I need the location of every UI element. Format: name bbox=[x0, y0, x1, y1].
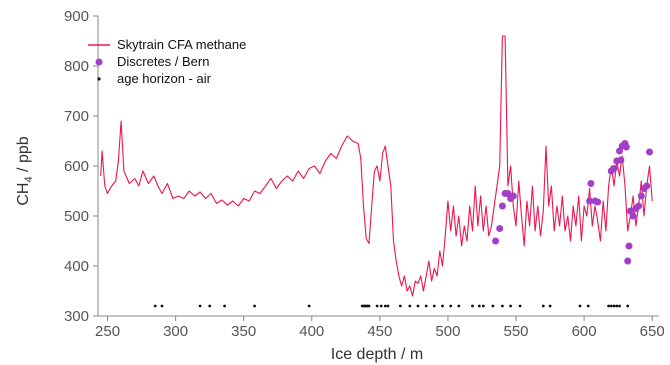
age-horizon-point bbox=[383, 304, 387, 308]
plot-area bbox=[100, 35, 653, 308]
legend-age-swatch bbox=[97, 77, 101, 81]
discrete-point bbox=[496, 225, 504, 232]
age-horizon-point bbox=[518, 304, 522, 308]
age-horizon-point bbox=[607, 304, 610, 308]
y-tick-label: 300 bbox=[64, 308, 89, 325]
age-horizon-point bbox=[548, 304, 552, 308]
age-horizon-point bbox=[208, 304, 212, 308]
age-horizon-point bbox=[386, 304, 390, 308]
age-horizon-point bbox=[618, 304, 621, 308]
discrete-point bbox=[594, 198, 602, 206]
discrete-point bbox=[617, 156, 625, 164]
legend-label-age: age horizon - air bbox=[117, 71, 212, 86]
age-horizon-point bbox=[612, 304, 616, 308]
age-horizon-point bbox=[367, 304, 371, 308]
age-horizon-point bbox=[609, 304, 613, 308]
age-horizon-point bbox=[441, 304, 444, 308]
age-horizon-point bbox=[153, 304, 157, 308]
x-tick-label: 600 bbox=[572, 323, 597, 340]
discrete-point bbox=[646, 148, 653, 156]
discrete-point bbox=[629, 212, 637, 220]
y-tick-label: 500 bbox=[64, 208, 89, 225]
age-horizon-point bbox=[586, 304, 590, 308]
age-horizon-point bbox=[626, 304, 630, 308]
discrete-point bbox=[587, 180, 595, 187]
discrete-point bbox=[498, 202, 506, 210]
cfa-methane-line bbox=[100, 35, 653, 297]
discrete-point bbox=[622, 143, 630, 151]
discrete-point bbox=[610, 165, 618, 172]
age-horizon-point bbox=[501, 304, 504, 308]
age-horizon-point bbox=[477, 304, 481, 308]
y-tick-label: 600 bbox=[64, 158, 89, 175]
discrete-point bbox=[637, 192, 645, 200]
age-horizon-point bbox=[471, 304, 474, 308]
discrete-point bbox=[643, 182, 651, 190]
discrete-point bbox=[492, 237, 500, 245]
tick-group: 250 300 350 400 450 500 550 600 650 300 400 500 600 7… bbox=[64, 8, 665, 340]
age-horizon-point bbox=[398, 304, 402, 308]
age-horizon-point bbox=[253, 304, 256, 308]
age-horizon-point bbox=[198, 304, 202, 308]
x-tick-label: 250 bbox=[95, 323, 120, 340]
y-axis-title-sub: 4 bbox=[23, 176, 35, 182]
discrete-point bbox=[586, 197, 594, 205]
x-tick-label: 450 bbox=[367, 323, 392, 340]
x-tick-label: 550 bbox=[504, 323, 529, 340]
age-horizon-point bbox=[160, 304, 164, 308]
y-tick-label: 800 bbox=[64, 58, 89, 75]
age-horizon-point bbox=[223, 304, 227, 308]
x-tick-label: 400 bbox=[299, 323, 324, 340]
age-horizon-point bbox=[408, 304, 412, 308]
y-tick-label: 400 bbox=[64, 258, 89, 275]
discrete-point bbox=[509, 192, 517, 200]
age-horizon-point bbox=[432, 304, 436, 308]
discrete-point bbox=[635, 202, 643, 210]
legend-label-cfa: Skytrain CFA methane bbox=[117, 37, 246, 52]
age-horizon-point bbox=[509, 304, 512, 308]
discrete-point bbox=[624, 257, 632, 265]
x-axis-title: Ice depth / m bbox=[331, 346, 424, 363]
age-horizon-point bbox=[541, 304, 545, 308]
y-axis-title: CH4 / ppb bbox=[15, 136, 35, 205]
age-horizon-point bbox=[578, 304, 582, 308]
age-horizon-point bbox=[375, 304, 379, 308]
age-horizon-point bbox=[491, 304, 495, 308]
age-horizon-point bbox=[615, 304, 619, 308]
y-tick-label: 900 bbox=[64, 8, 89, 25]
age-horizon-point bbox=[424, 304, 428, 308]
age-horizon-point bbox=[457, 304, 461, 308]
y-tick-label: 700 bbox=[64, 108, 89, 125]
legend-label-discrete: Discretes / Bern bbox=[117, 54, 209, 69]
age-horizon-point bbox=[416, 304, 420, 308]
y-axis-title-unit: / ppb bbox=[15, 136, 32, 176]
y-axis-title-main: CH bbox=[15, 183, 32, 206]
age-horizon-point bbox=[379, 304, 383, 308]
discrete-point bbox=[625, 242, 633, 250]
x-tick-label: 650 bbox=[640, 323, 665, 340]
legend-discrete-swatch bbox=[95, 58, 103, 66]
legend: Skytrain CFA methane Discretes / Bern ag… bbox=[88, 37, 246, 86]
x-tick-label: 350 bbox=[231, 323, 256, 340]
age-horizon-point bbox=[481, 304, 485, 308]
x-tick-label: 500 bbox=[435, 323, 460, 340]
age-horizon-point bbox=[307, 304, 311, 308]
age-horizon-point bbox=[449, 304, 453, 308]
x-tick-label: 300 bbox=[163, 323, 188, 340]
